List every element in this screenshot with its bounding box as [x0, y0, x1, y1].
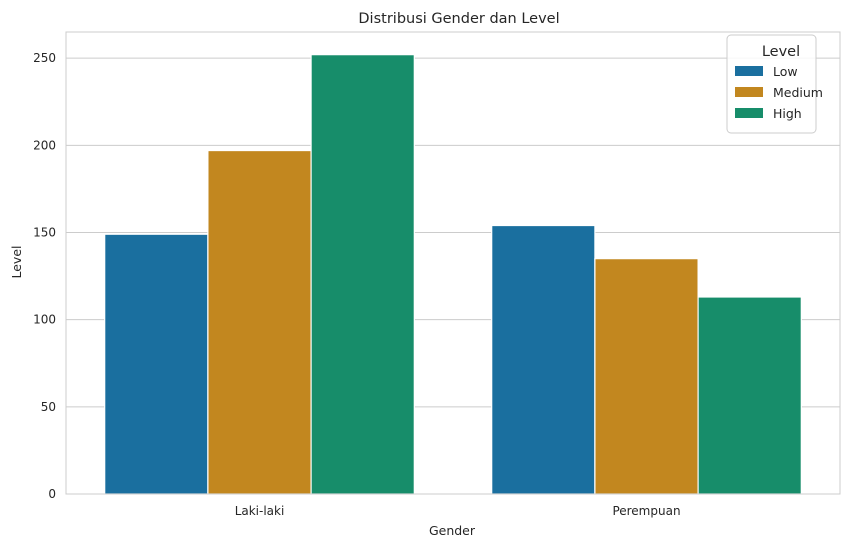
x-axis-label: Gender	[429, 523, 476, 538]
x-tick-label: Laki-laki	[235, 504, 285, 518]
y-tick-label: 100	[33, 313, 56, 327]
y-tick-labels: 0 50 100 150 200 250	[33, 51, 56, 501]
legend-swatch-medium	[735, 87, 763, 97]
x-tick-label: Perempuan	[612, 504, 680, 518]
y-tick-label: 50	[41, 400, 56, 414]
y-axis-label: Level	[9, 246, 24, 279]
bar-perempuan-high	[697, 296, 802, 495]
bar-perempuan-low	[491, 224, 596, 495]
legend-label-low: Low	[773, 64, 798, 79]
bars	[104, 54, 802, 495]
legend: Level Low Medium High	[726, 34, 823, 134]
y-tick-label: 250	[33, 51, 56, 65]
chart-title: Distribusi Gender dan Level	[358, 11, 559, 27]
legend-label-high: High	[773, 106, 802, 121]
bar-laki-laki-medium	[207, 149, 312, 495]
x-tick-labels: Laki-laki Perempuan	[235, 504, 681, 518]
legend-swatch-high	[735, 108, 763, 118]
y-tick-label: 150	[33, 225, 56, 239]
y-tick-label: 200	[33, 138, 56, 152]
plot-frame	[65, 31, 841, 495]
legend-label-medium: Medium	[773, 85, 823, 100]
bar-perempuan-medium	[594, 258, 699, 495]
legend-title: Level	[762, 44, 800, 60]
legend-swatch-low	[735, 66, 763, 76]
bar-laki-laki-low	[104, 233, 209, 495]
bar-laki-laki-high	[310, 54, 415, 495]
y-tick-label: 0	[48, 487, 56, 501]
